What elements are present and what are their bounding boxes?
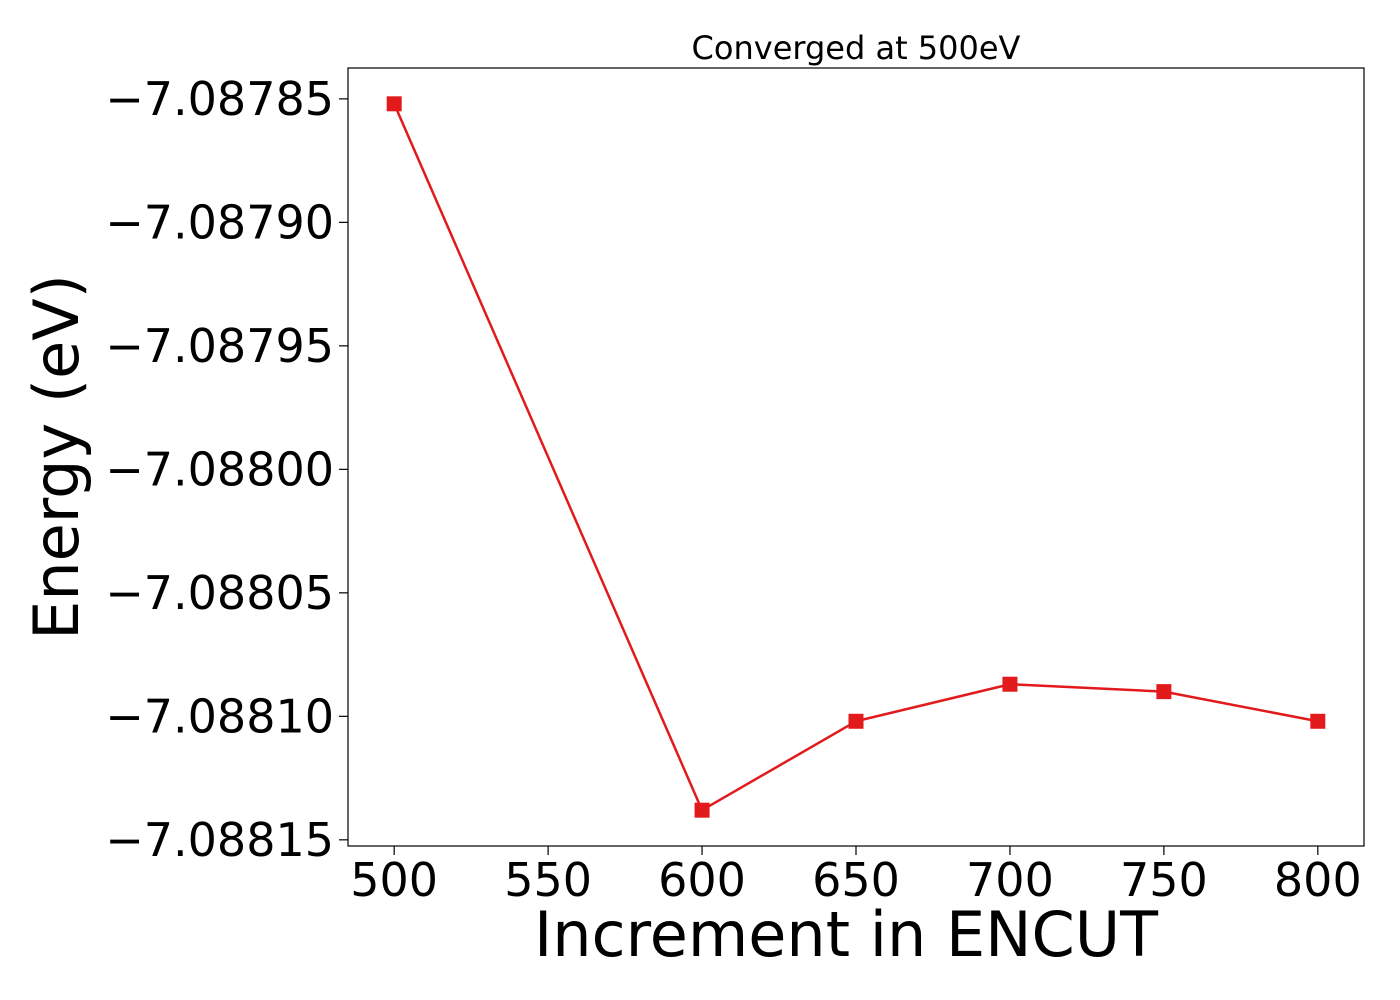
plot-area <box>347 67 1365 847</box>
x-tick-label: 700 <box>966 853 1054 907</box>
x-tick-label: 600 <box>658 853 746 907</box>
y-axis: −7.08785 −7.08790 −7.08795 −7.08800 −7.08805… <box>105 72 348 867</box>
data-point <box>694 802 710 818</box>
x-tick-label: 650 <box>812 853 900 907</box>
series-layer <box>386 96 1326 818</box>
data-point <box>848 713 864 729</box>
y-axis-title: Energy (eV) <box>20 274 93 640</box>
y-tick-label: −7.08810 <box>105 689 334 743</box>
data-point <box>386 96 402 112</box>
y-tick-label: −7.08815 <box>105 813 334 867</box>
data-point <box>1156 684 1172 700</box>
x-axis: 500 550 600 650 700 750 800 <box>350 846 1362 907</box>
y-tick-label: −7.08790 <box>105 195 334 249</box>
y-tick-label: −7.08800 <box>105 442 334 496</box>
x-tick-label: 800 <box>1274 853 1362 907</box>
y-tick-label: −7.08805 <box>105 566 334 620</box>
data-point <box>1002 676 1018 692</box>
series-line <box>393 103 1319 812</box>
x-tick-label: 500 <box>350 853 438 907</box>
x-axis-title: Increment in ENCUT <box>534 898 1159 971</box>
y-tick-label: −7.08795 <box>105 319 334 373</box>
chart-title: Converged at 500eV <box>692 29 1021 67</box>
x-tick-label: 550 <box>504 853 592 907</box>
y-tick-label: −7.08785 <box>105 72 334 126</box>
x-tick-label: 750 <box>1120 853 1208 907</box>
data-point <box>1310 713 1326 729</box>
